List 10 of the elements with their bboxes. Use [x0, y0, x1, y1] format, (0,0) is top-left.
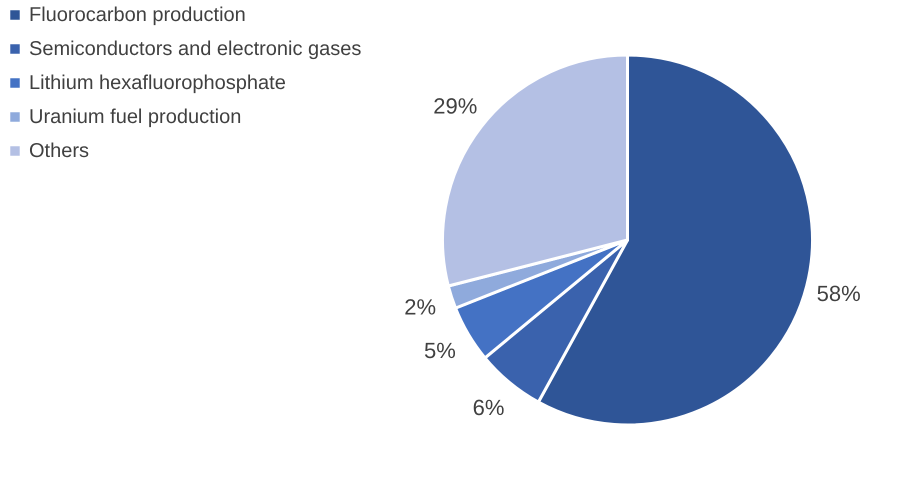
legend-label: Semiconductors and electronic gases — [29, 38, 362, 60]
legend-label: Uranium fuel production — [29, 106, 242, 128]
data-label: 2% — [404, 294, 436, 320]
data-label: 58% — [816, 281, 861, 306]
legend-label: Others — [29, 140, 90, 162]
data-label: 5% — [424, 338, 456, 363]
legend-label: Fluorocarbon production — [29, 4, 246, 26]
data-label: 29% — [433, 93, 478, 118]
data-label: 6% — [472, 394, 504, 420]
legend-label: Lithium hexafluorophosphate — [29, 72, 286, 94]
